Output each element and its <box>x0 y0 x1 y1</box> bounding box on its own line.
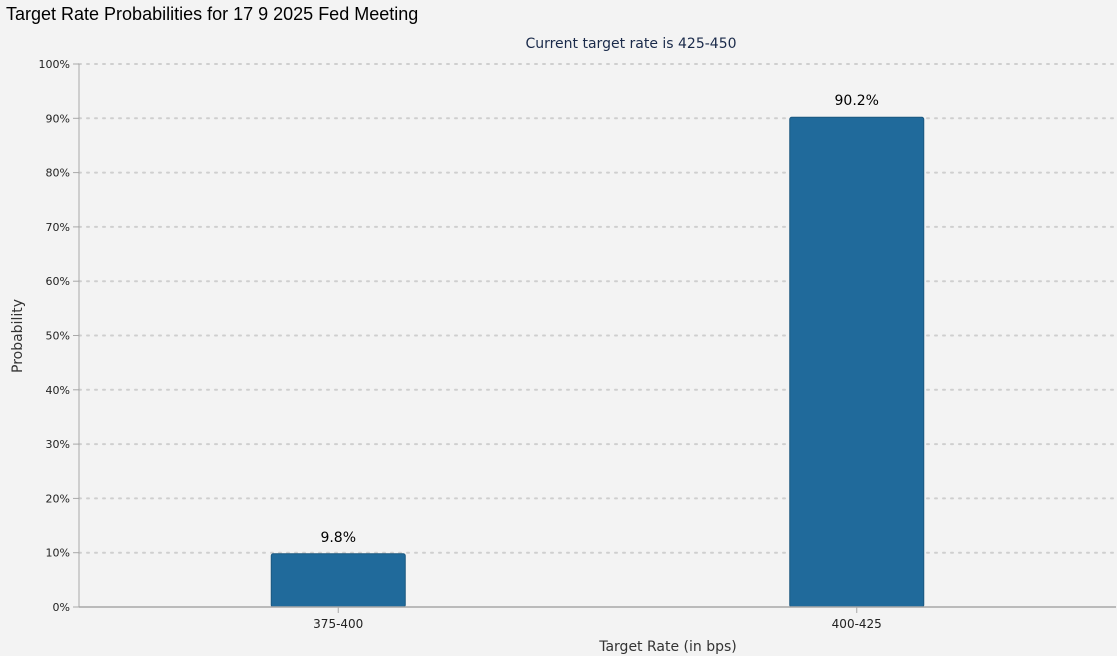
y-tick-label: 50% <box>46 330 70 343</box>
x-tick-label: 400-425 <box>832 617 882 631</box>
y-axis-ticks: 0% 10% 20% 30% 40% 50% 60% 70% 80% 90% 100% <box>39 58 79 614</box>
y-tick-label: 40% <box>46 384 70 397</box>
y-tick-label: 70% <box>46 221 70 234</box>
y-tick-label: 30% <box>46 438 70 451</box>
data-labels: 9.8% 90.2% <box>320 93 879 546</box>
y-tick-label: 60% <box>46 275 70 288</box>
grid-lines <box>78 63 1117 554</box>
bar-400-425 <box>789 116 925 608</box>
x-tick-label: 375-400 <box>313 617 363 631</box>
x-axis-ticks: 375-400 400-425 <box>313 607 882 631</box>
y-tick-label: 80% <box>46 167 70 180</box>
data-label: 90.2% <box>835 93 879 109</box>
y-axis-title: Probability <box>10 299 26 373</box>
y-tick-label: 20% <box>46 492 70 505</box>
y-tick-label: 100% <box>39 58 70 71</box>
chart-subtitle: Current target rate is 425-450 <box>525 36 736 52</box>
y-tick-label: 0% <box>53 601 70 614</box>
bars <box>270 116 925 608</box>
data-label: 9.8% <box>320 530 356 546</box>
y-tick-label: 10% <box>46 547 70 560</box>
bar-375-400 <box>270 553 406 608</box>
x-axis-title: Target Rate (in bps) <box>598 639 737 655</box>
y-tick-label: 90% <box>46 112 70 125</box>
page-title: Target Rate Probabilities for 17 9 2025 … <box>6 4 419 24</box>
